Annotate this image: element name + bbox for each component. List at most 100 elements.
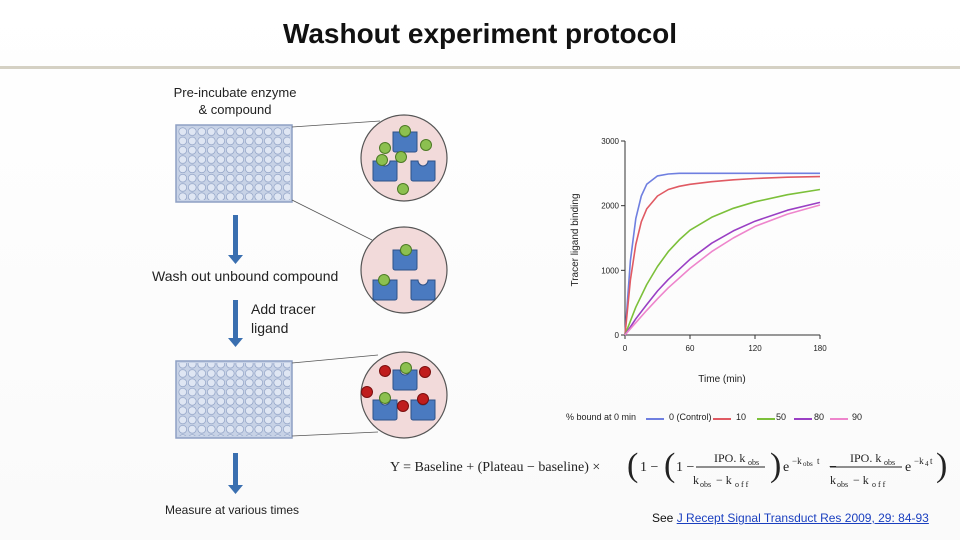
- step-measure-label: Measure at various times: [165, 503, 300, 517]
- tracer-icon: [397, 400, 409, 412]
- x-tick-label: 0: [623, 344, 628, 353]
- zoom-circle-preincubate: [360, 114, 448, 202]
- step-washout-label: Wash out unbound compound: [152, 268, 339, 284]
- series-line-0: [624, 172, 820, 336]
- series-line-1: [624, 175, 821, 336]
- legend-swatch-0: [646, 418, 664, 420]
- zoom-circle-tracer: [360, 351, 448, 439]
- slide-title: Washout experiment protocol: [282, 18, 678, 49]
- compound-icon: [379, 392, 391, 404]
- zoom-lines-top: [291, 120, 381, 241]
- title-divider: [0, 66, 960, 69]
- step-add-tracer-line1: Add tracer: [251, 301, 316, 317]
- legend-swatch-3: [794, 418, 812, 420]
- down-arrow-2: [228, 300, 243, 347]
- legend-label-2: 50: [776, 412, 787, 422]
- svg-text:): ): [936, 447, 947, 484]
- svg-text:obs: obs: [803, 460, 813, 468]
- chart-ylabel: Tracer ligand binding: [570, 193, 581, 286]
- down-arrow-1: [228, 215, 243, 264]
- zoom-lines-bottom: [291, 354, 379, 437]
- y-tick-label: 3000: [601, 137, 619, 146]
- chart-xlabel: Time (min): [698, 374, 745, 385]
- compound-icon: [378, 274, 390, 286]
- y-tick-label: 1000: [601, 266, 619, 275]
- chart-lines: [624, 172, 821, 336]
- x-tick-label: 180: [813, 344, 827, 353]
- legend-label-4: 90: [852, 412, 863, 422]
- svg-text:−k: −k: [792, 456, 802, 466]
- chart-axes: [624, 141, 820, 336]
- tracer-icon: [417, 393, 429, 405]
- svg-text:IPO. k: IPO. k: [850, 451, 881, 465]
- step-add-tracer-label: Add tracer ligand: [251, 300, 316, 338]
- reference-link[interactable]: J Recept Signal Transduct Res 2009, 29: …: [676, 511, 929, 525]
- svg-text:e: e: [783, 460, 789, 475]
- compound-icon: [376, 154, 388, 166]
- svg-text:obs: obs: [700, 480, 711, 489]
- step-preincubate-label: Pre-incubate enzyme & compound: [160, 84, 310, 118]
- svg-text:IPO. k: IPO. k: [714, 451, 745, 465]
- series-line-4: [624, 204, 821, 336]
- compound-icon: [395, 151, 407, 163]
- svg-text:): ): [770, 447, 781, 484]
- svg-text:t: t: [930, 456, 933, 466]
- svg-text:obs: obs: [837, 480, 848, 489]
- svg-text:1 −: 1 −: [676, 460, 695, 475]
- svg-text:t: t: [817, 456, 820, 466]
- binding-chart: Tracer ligand binding Time (min) 0 1000 20…: [570, 137, 827, 385]
- tracer-icon: [419, 366, 431, 378]
- svg-text:k: k: [830, 473, 836, 487]
- step-add-tracer-line2: ligand: [251, 320, 289, 336]
- y-tick-label: 2000: [601, 202, 619, 211]
- reference-citation: See J Recept Signal Transduct Res 2009, …: [652, 511, 929, 525]
- compound-icon: [400, 244, 412, 256]
- series-line-3: [624, 201, 821, 336]
- svg-text:(: (: [664, 447, 675, 484]
- svg-text:o f f: o f f: [872, 480, 886, 489]
- series-line-2: [624, 188, 821, 336]
- tracer-icon: [361, 386, 373, 398]
- x-tick-label: 120: [748, 344, 762, 353]
- compound-icon: [420, 139, 432, 151]
- legend-label-0: 0 (Control): [669, 412, 712, 422]
- down-arrow-3: [228, 453, 243, 494]
- legend-swatch-2: [757, 418, 775, 420]
- well-plate-top: [175, 124, 293, 203]
- zoom-circle-washout: [360, 226, 448, 314]
- svg-text:−: −: [829, 460, 837, 475]
- svg-text:obs: obs: [748, 458, 759, 467]
- svg-text:− k: − k: [853, 473, 869, 487]
- legend-label-1: 10: [736, 412, 747, 422]
- svg-text:(: (: [627, 447, 638, 484]
- compound-icon: [400, 362, 412, 374]
- binding-equation: Y = Baseline + (Plateau − baseline) × ( …: [390, 440, 950, 501]
- reference-prefix: See: [652, 511, 677, 525]
- x-tick-label: 60: [686, 344, 695, 353]
- svg-text:k: k: [693, 473, 699, 487]
- equation-graphic: Y = Baseline + (Plateau − baseline) × ( …: [390, 447, 947, 489]
- legend-swatch-1: [713, 418, 731, 420]
- compound-icon: [379, 142, 391, 154]
- svg-text:1 −: 1 −: [640, 460, 659, 475]
- svg-text:o f f: o f f: [735, 480, 749, 489]
- legend-swatch-4: [830, 418, 848, 420]
- svg-text:e: e: [905, 460, 911, 475]
- svg-text:−k: −k: [914, 456, 924, 466]
- step-preincubate-line1: Pre-incubate enzyme: [173, 85, 297, 100]
- compound-icon: [399, 125, 411, 137]
- svg-text:4: 4: [925, 460, 929, 468]
- tracer-icon: [379, 365, 391, 377]
- svg-text:obs: obs: [884, 458, 895, 467]
- y-tick-label: 0: [615, 331, 620, 340]
- chart-ticks: 0 1000 2000 3000 0 60 120 180: [601, 137, 827, 353]
- step-preincubate-line2: & compound: [198, 102, 272, 117]
- legend-title: % bound at 0 min: [566, 412, 637, 422]
- compound-icon: [397, 183, 409, 195]
- legend-label-3: 80: [814, 412, 825, 422]
- svg-text:Y = Baseline + (Plateau − base: Y = Baseline + (Plateau − baseline) ×: [390, 460, 600, 475]
- well-plate-bottom: [175, 360, 293, 439]
- svg-text:− k: − k: [716, 473, 732, 487]
